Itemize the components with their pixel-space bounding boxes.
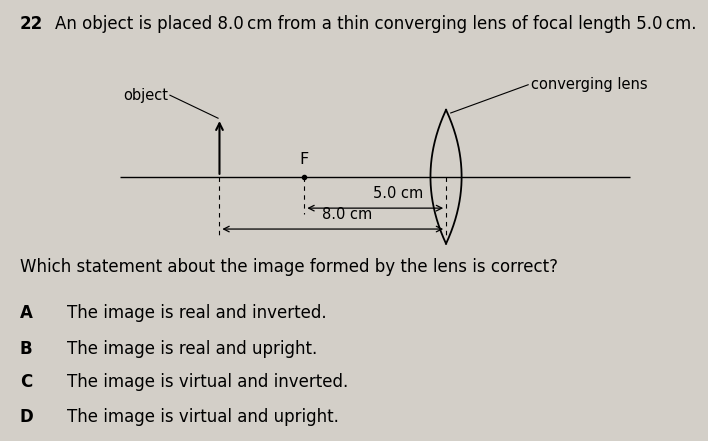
Text: The image is real and inverted.: The image is real and inverted.: [67, 304, 327, 322]
Text: The image is virtual and inverted.: The image is virtual and inverted.: [67, 373, 348, 391]
Text: The image is real and upright.: The image is real and upright.: [67, 340, 317, 358]
Text: object: object: [123, 88, 169, 103]
Text: converging lens: converging lens: [531, 77, 648, 92]
Text: B: B: [20, 340, 33, 358]
Text: D: D: [20, 408, 33, 426]
Text: An object is placed 8.0 cm from a thin converging lens of focal length 5.0 cm.: An object is placed 8.0 cm from a thin c…: [55, 15, 697, 34]
Text: Which statement about the image formed by the lens is correct?: Which statement about the image formed b…: [20, 258, 558, 276]
Text: F: F: [299, 152, 309, 167]
Text: A: A: [20, 304, 33, 322]
Text: 5.0 cm: 5.0 cm: [373, 186, 423, 201]
Text: C: C: [20, 373, 32, 391]
Text: 8.0 cm: 8.0 cm: [322, 207, 372, 222]
Text: The image is virtual and upright.: The image is virtual and upright.: [67, 408, 339, 426]
Text: 22: 22: [20, 15, 43, 34]
